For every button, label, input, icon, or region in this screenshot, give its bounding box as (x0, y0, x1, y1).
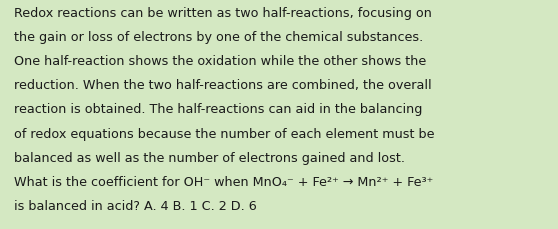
Text: balanced as well as the number of electrons gained and lost.: balanced as well as the number of electr… (14, 151, 405, 164)
Text: the gain or loss of electrons by one of the chemical substances.: the gain or loss of electrons by one of … (14, 31, 423, 44)
Text: reduction. When the two half-reactions are combined, the overall: reduction. When the two half-reactions a… (14, 79, 431, 92)
Text: What is the coefficient for OH⁻ when MnO₄⁻ + Fe²⁺ → Mn²⁺ + Fe³⁺: What is the coefficient for OH⁻ when MnO… (14, 175, 433, 188)
Text: of redox equations because the number of each element must be: of redox equations because the number of… (14, 127, 435, 140)
Text: is balanced in acid? A. 4 B. 1 C. 2 D. 6: is balanced in acid? A. 4 B. 1 C. 2 D. 6 (14, 199, 257, 212)
Text: reaction is obtained. The half-reactions can aid in the balancing: reaction is obtained. The half-reactions… (14, 103, 422, 116)
Text: One half-reaction shows the oxidation while the other shows the: One half-reaction shows the oxidation wh… (14, 55, 426, 68)
Text: Redox reactions can be written as two half-reactions, focusing on: Redox reactions can be written as two ha… (14, 7, 432, 20)
